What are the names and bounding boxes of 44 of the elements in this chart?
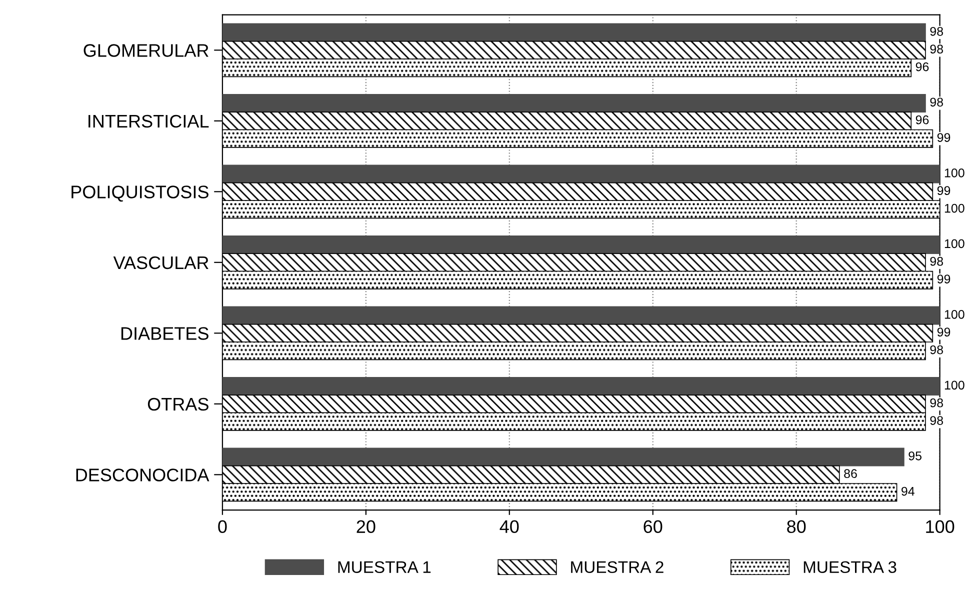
data-label: 100 bbox=[944, 204, 964, 213]
data-label: 100 bbox=[944, 239, 964, 248]
data-label: 98 bbox=[930, 44, 943, 54]
legend-label: MUESTRA 2 bbox=[571, 561, 664, 574]
data-label: 99 bbox=[937, 274, 950, 284]
data-label: 98 bbox=[930, 256, 943, 266]
y-tick-label: VASCULAR bbox=[113, 256, 208, 270]
bar bbox=[222, 448, 904, 466]
x-tick-label: 100 bbox=[926, 520, 954, 534]
legend-label: MUESTRA 3 bbox=[804, 561, 896, 574]
x-tick-label: 80 bbox=[787, 520, 806, 534]
data-label: 98 bbox=[930, 416, 943, 425]
data-label: 98 bbox=[930, 98, 943, 107]
data-label: 100 bbox=[944, 168, 964, 178]
bar bbox=[222, 306, 940, 325]
y-tick-label: OTRAS bbox=[148, 398, 208, 411]
data-label: 94 bbox=[902, 486, 914, 496]
data-label: 100 bbox=[944, 380, 964, 390]
y-tick-label: DIABETES bbox=[121, 327, 208, 340]
y-tick-label: GLOMERULAR bbox=[84, 44, 208, 57]
data-label: 99 bbox=[937, 133, 950, 142]
bar bbox=[222, 235, 940, 254]
data-label: 99 bbox=[937, 328, 950, 337]
data-label: 98 bbox=[930, 345, 943, 354]
data-label: 100 bbox=[944, 310, 964, 319]
y-tick-label: POLIQUISTOSIS bbox=[72, 186, 208, 202]
data-label: 96 bbox=[916, 115, 929, 124]
y-tick-label: INTERSTICIAL bbox=[88, 114, 209, 128]
legend-label: MUESTRA 1 bbox=[338, 561, 431, 574]
x-tick-label: 0 bbox=[218, 520, 227, 534]
data-label: 96 bbox=[916, 62, 929, 72]
x-tick-label: 40 bbox=[500, 520, 519, 534]
data-label: 98 bbox=[930, 26, 943, 36]
bar bbox=[222, 164, 940, 184]
bar bbox=[222, 94, 926, 112]
x-tick-label: 60 bbox=[644, 520, 662, 534]
x-tick-label: 20 bbox=[356, 520, 376, 534]
data-label: 99 bbox=[937, 186, 950, 196]
bar bbox=[222, 23, 926, 42]
data-label: 95 bbox=[908, 451, 922, 460]
y-tick-label: DESCONOCIDA bbox=[76, 468, 210, 482]
data-label: 86 bbox=[844, 469, 857, 478]
bar bbox=[222, 376, 940, 396]
data-label: 98 bbox=[930, 398, 943, 408]
